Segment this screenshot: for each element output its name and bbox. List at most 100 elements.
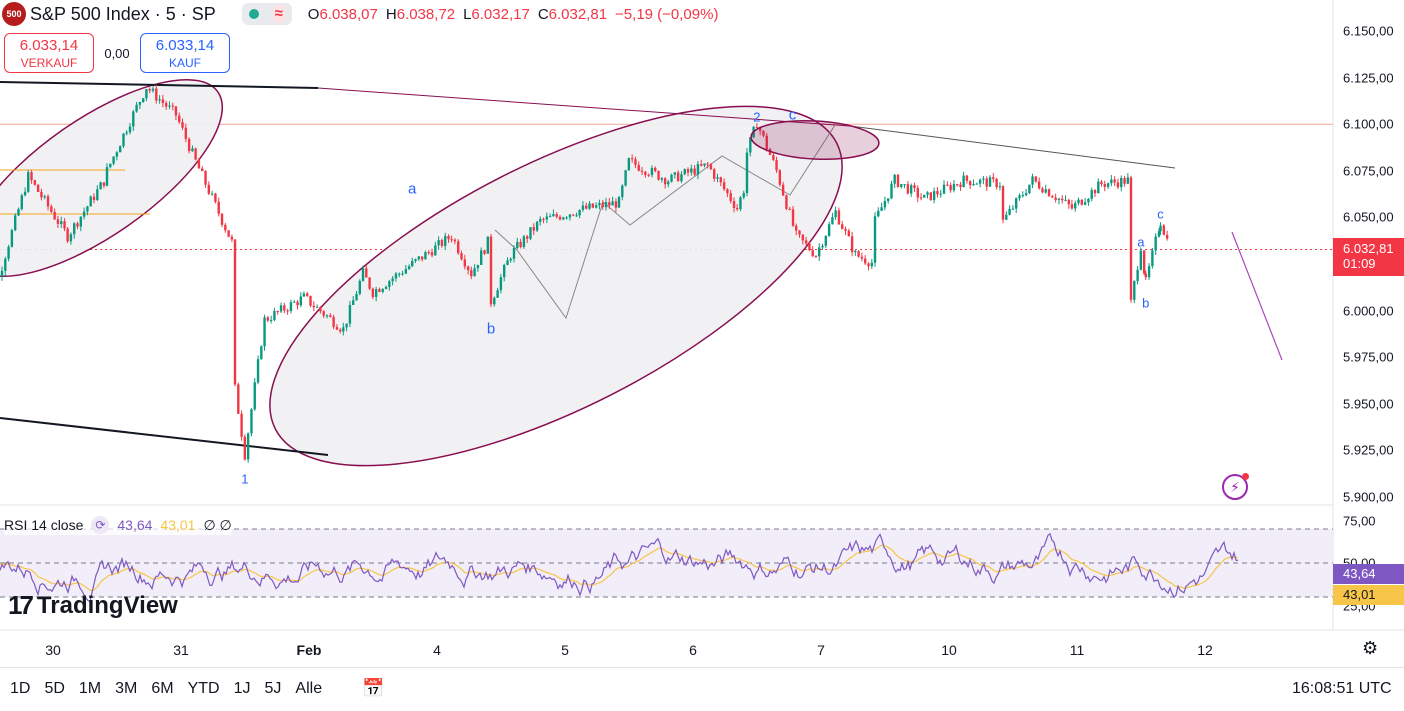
candle-body — [654, 167, 657, 172]
candle-body — [17, 209, 20, 216]
tradingview-logo-icon: 17 — [8, 590, 34, 620]
projection-arrow-line — [1231, 231, 1283, 361]
candle-body — [440, 240, 444, 246]
rsi-legend[interactable]: RSI 14 close ⟳ 43,64 43,01 ∅ ∅ — [4, 515, 232, 535]
candle-body — [437, 240, 440, 246]
candle-body — [693, 168, 696, 175]
ohlc-value: 6.038,72 — [396, 5, 456, 23]
gear-icon[interactable]: ⚙ — [1362, 638, 1379, 658]
rsi-value-tag: 43,64 — [1333, 564, 1404, 584]
candle-body — [161, 99, 165, 104]
time-tick-label: 31 — [173, 642, 189, 658]
range-button-1m[interactable]: 1M — [78, 680, 102, 697]
candle-body — [959, 184, 962, 188]
candle-body — [1087, 198, 1090, 203]
candle-body — [483, 250, 486, 254]
candle-body — [138, 102, 142, 105]
candle-body — [722, 182, 726, 190]
candle-body — [450, 239, 453, 241]
candle-body — [352, 300, 355, 305]
candle-body — [489, 236, 493, 305]
sell-button[interactable]: 6.033,14 VERKAUF — [4, 33, 94, 73]
candle-body — [1005, 214, 1008, 220]
range-button-5d[interactable]: 5D — [44, 680, 65, 697]
candle-body — [516, 241, 519, 249]
symbol-title[interactable]: S&P 500 Index · 5 · SP — [30, 3, 216, 24]
candle-body — [519, 241, 522, 248]
range-button-1j[interactable]: 1J — [233, 680, 251, 697]
wave-label: 2 — [753, 109, 761, 125]
ohlc-value: 6.032,81 — [548, 5, 608, 23]
symbol-header: 500 S&P 500 Index · 5 · SP ≈ O6.038,07 H6… — [2, 2, 718, 26]
candle-body — [1142, 250, 1146, 274]
range-button-alle[interactable]: Alle — [295, 680, 323, 697]
calendar-goto-icon[interactable]: 📅 — [362, 678, 385, 698]
candle-body — [345, 323, 348, 328]
candle-body — [69, 234, 73, 242]
candle-body — [56, 219, 60, 224]
buy-button[interactable]: 6.033,14 KAUF — [140, 33, 230, 73]
candle-body — [808, 243, 811, 251]
candle-body — [191, 148, 194, 152]
candle-body — [978, 179, 982, 184]
candle-body — [706, 163, 709, 165]
candle-body — [1015, 198, 1018, 209]
candle-body — [342, 327, 345, 332]
candle-body — [329, 315, 332, 317]
ohlc-key: O — [307, 5, 320, 23]
range-button-1d[interactable]: 1D — [10, 680, 31, 697]
candle-body — [601, 202, 604, 208]
candle-body — [552, 214, 555, 217]
candle-body — [998, 186, 1002, 188]
candle-body — [703, 163, 706, 166]
candle-body — [506, 260, 509, 266]
candle-body — [1037, 181, 1041, 189]
candle-body — [640, 170, 644, 172]
candle-body — [676, 172, 680, 182]
candle-body — [309, 295, 312, 306]
candle-body — [775, 159, 778, 171]
range-button-3m[interactable]: 3M — [115, 680, 138, 697]
candle-body — [729, 193, 732, 202]
range-button-6m[interactable]: 6M — [151, 680, 174, 697]
candle-body — [877, 210, 880, 217]
candle-body — [378, 289, 381, 292]
candle-body — [1103, 184, 1106, 187]
candle-body — [424, 252, 427, 260]
flash-icon[interactable]: ⚡ — [1222, 473, 1249, 500]
candle-body — [555, 214, 558, 217]
candle-body — [46, 196, 50, 207]
utc-clock[interactable]: 16:08:51 UTC — [1292, 680, 1392, 697]
candle-body — [1144, 273, 1147, 278]
range-button-5j[interactable]: 5J — [264, 680, 282, 697]
candle-body — [1136, 269, 1139, 282]
candle-body — [765, 135, 768, 150]
candle-body — [1154, 236, 1157, 251]
candle-body — [1100, 181, 1103, 185]
candle-body — [256, 359, 260, 383]
candle-body — [755, 126, 759, 128]
candle-body — [614, 201, 618, 208]
candle-body — [1067, 199, 1071, 205]
candle-body — [332, 316, 335, 328]
candle-body — [883, 200, 887, 208]
candle-body — [79, 216, 83, 227]
time-tick-label: 30 — [45, 642, 61, 658]
candle-body — [1024, 193, 1028, 196]
candle-body — [174, 106, 178, 116]
market-status-pill[interactable]: ≈ — [241, 3, 292, 25]
candle-body — [13, 215, 17, 231]
candle-body — [273, 311, 276, 320]
watermark-text: TradingView — [36, 591, 178, 619]
range-button-ytd[interactable]: YTD — [187, 680, 220, 697]
candle-body — [148, 89, 151, 91]
candle-body — [260, 346, 263, 360]
candle-body — [1011, 208, 1015, 210]
symbol-logo[interactable]: 500 — [2, 2, 26, 26]
candle-body — [772, 154, 775, 160]
price-chart[interactable] — [0, 0, 1404, 667]
candle-body — [834, 210, 837, 218]
refresh-icon[interactable]: ⟳ — [91, 516, 110, 534]
candle-body — [1077, 199, 1080, 204]
rsi-ma-tag-value: 43,01 — [1343, 587, 1376, 602]
